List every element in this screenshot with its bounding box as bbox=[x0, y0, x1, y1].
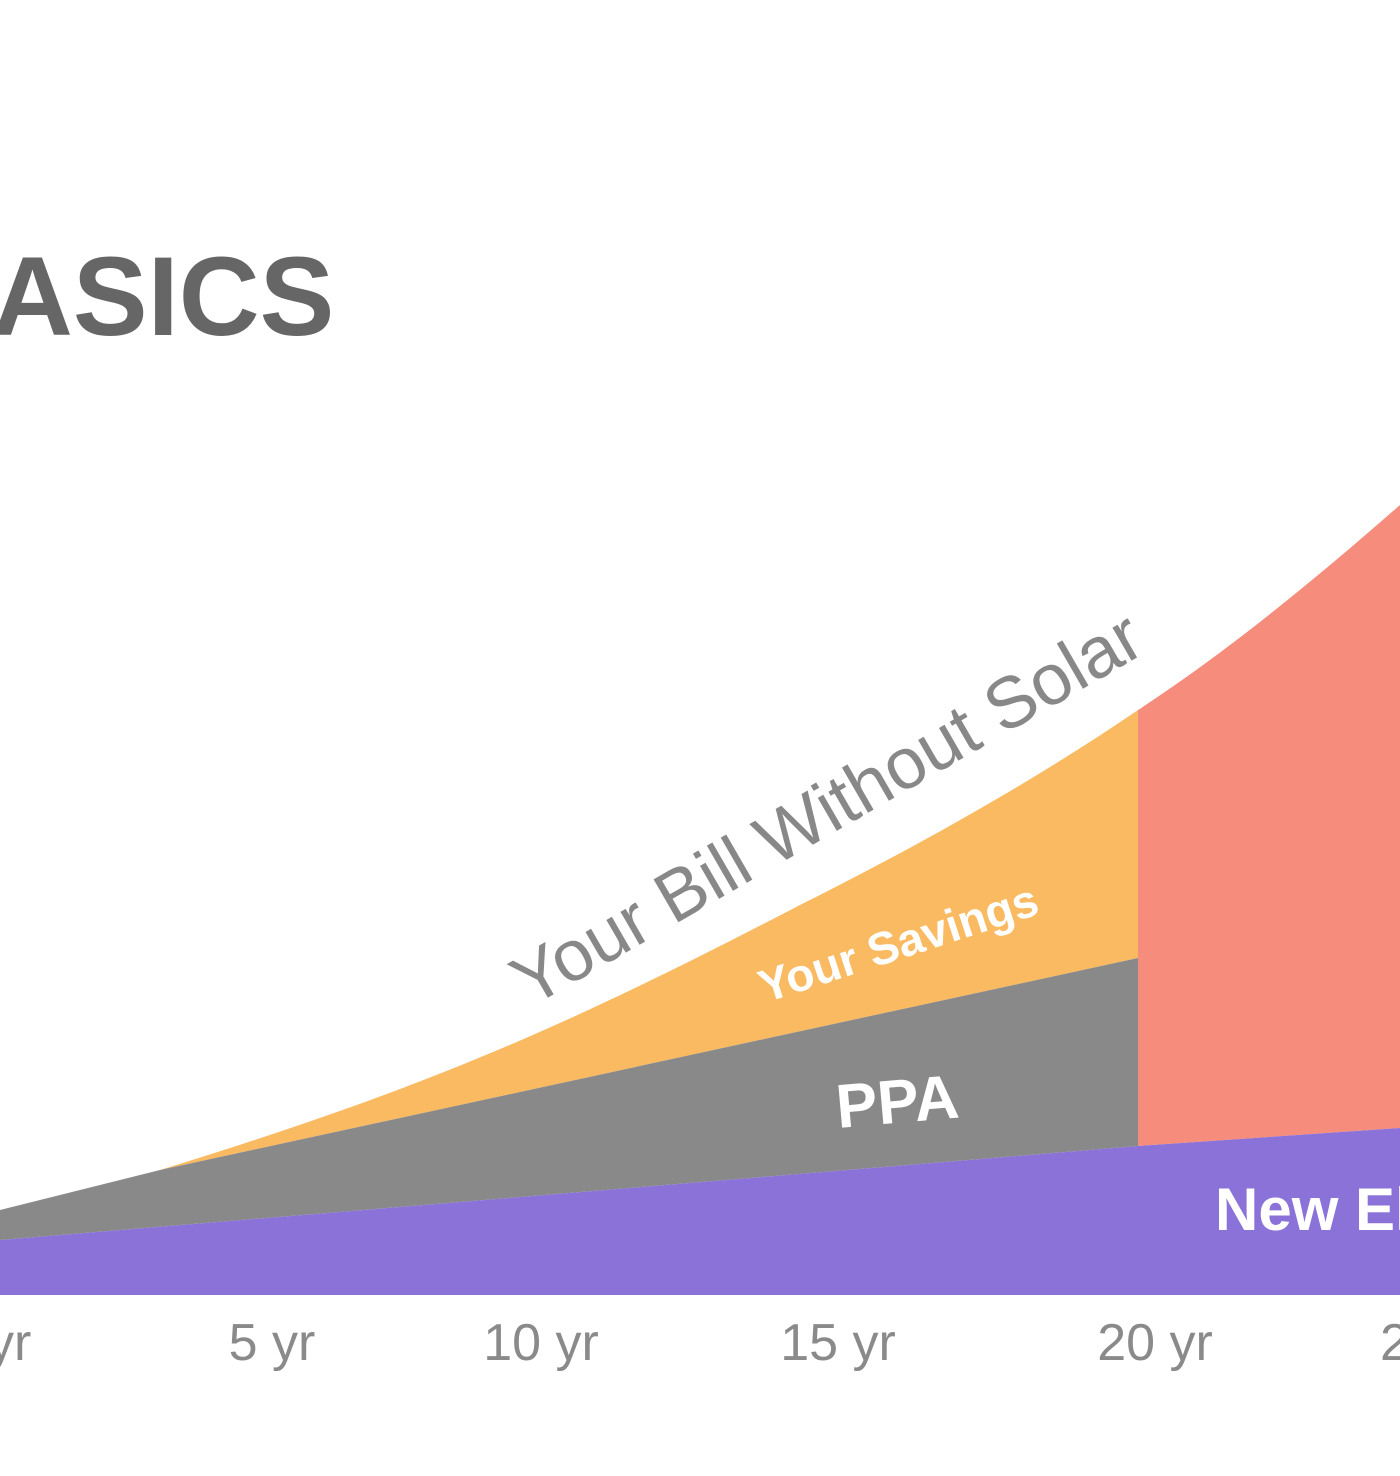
x-label: 15 yr bbox=[780, 1314, 896, 1372]
purple-area bbox=[0, 1128, 1400, 1295]
ppa-label: PPA bbox=[833, 1062, 961, 1141]
x-label: 2 bbox=[1380, 1314, 1400, 1372]
x-label: 5 yr bbox=[229, 1314, 316, 1372]
x-label: 20 yr bbox=[1097, 1314, 1213, 1372]
x-label: 10 yr bbox=[483, 1314, 599, 1372]
red-area bbox=[1138, 505, 1400, 1146]
new-label: New El bbox=[1215, 1176, 1400, 1243]
x-label: yr bbox=[0, 1314, 31, 1372]
savings-area bbox=[160, 710, 1138, 1170]
title: ASICS bbox=[0, 234, 334, 359]
